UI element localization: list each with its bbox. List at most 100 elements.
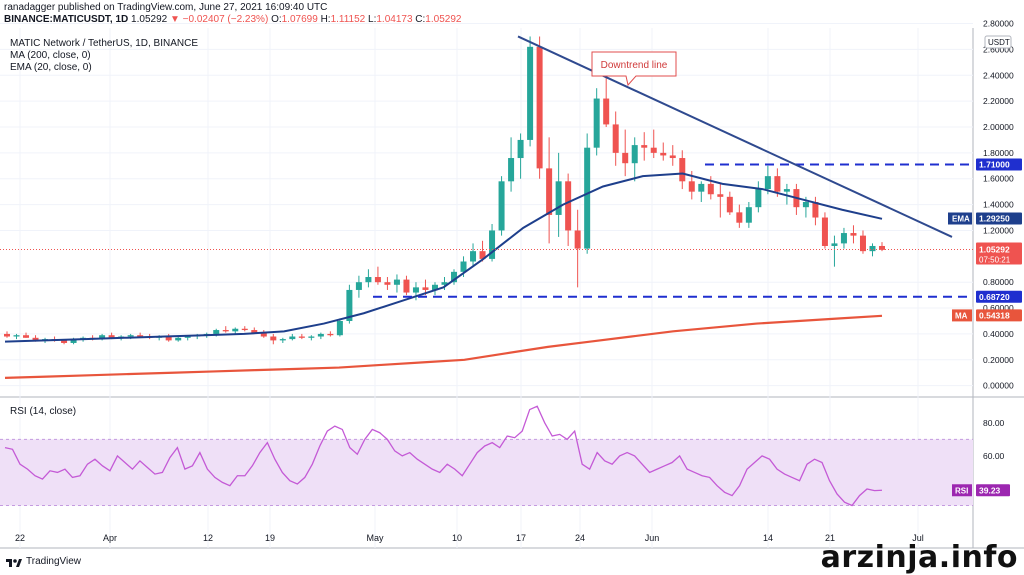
candle bbox=[831, 235, 838, 267]
currency-badge: USDT bbox=[984, 35, 1012, 49]
rsi-legend[interactable]: RSI (14, close) bbox=[10, 406, 76, 418]
candle-body bbox=[546, 168, 553, 215]
candle-body bbox=[393, 279, 400, 285]
candle-body bbox=[650, 147, 657, 153]
candle-body bbox=[61, 340, 68, 343]
candle bbox=[479, 240, 486, 262]
candle bbox=[736, 204, 743, 228]
candle bbox=[679, 150, 686, 190]
chart-legend: MATIC Network / TetherUS, 1D, BINANCE MA… bbox=[10, 38, 198, 74]
candle bbox=[517, 133, 524, 179]
ema-value-tag: 1.29250 bbox=[976, 212, 1022, 225]
rsi-tag-label: RSI bbox=[955, 486, 968, 495]
candle-body bbox=[355, 282, 362, 290]
candle-body bbox=[460, 261, 467, 272]
candle-body bbox=[260, 332, 267, 337]
currency-badge-box bbox=[984, 35, 1012, 49]
candle-body bbox=[165, 336, 172, 341]
candle bbox=[593, 88, 600, 156]
candle-body bbox=[536, 46, 543, 169]
time-tick-label: 10 bbox=[452, 533, 462, 543]
candle-body bbox=[593, 98, 600, 148]
price-tick-label: 2.00000 bbox=[983, 122, 1014, 132]
candle bbox=[660, 142, 667, 161]
candle-body bbox=[327, 333, 334, 336]
candle-body bbox=[717, 194, 724, 197]
candle-body bbox=[631, 145, 638, 164]
candle-body bbox=[508, 158, 515, 182]
callout-text: Downtrend line bbox=[601, 60, 668, 71]
high-value: 1.11152 bbox=[330, 14, 366, 25]
resistance-tag: 1.71000 bbox=[976, 158, 1022, 171]
publisher-text: ranadagger published on TradingView.com,… bbox=[4, 2, 328, 13]
last-price: 1.05292 bbox=[131, 14, 168, 25]
candle bbox=[222, 326, 229, 333]
candle bbox=[840, 227, 847, 249]
candle bbox=[536, 36, 543, 179]
candle-body bbox=[99, 335, 106, 340]
candle-body bbox=[365, 277, 372, 283]
legend-ma[interactable]: MA (200, close, 0) bbox=[10, 50, 91, 61]
candle-body bbox=[764, 176, 771, 190]
time-tick-label: May bbox=[366, 533, 384, 543]
ema-tag: EMA bbox=[948, 212, 972, 225]
resistance-tag-bg bbox=[976, 158, 1022, 171]
candle-body bbox=[346, 289, 353, 321]
candle bbox=[451, 269, 458, 285]
tradingview-logo[interactable]: TradingView bbox=[6, 556, 81, 567]
candle bbox=[355, 275, 362, 298]
candle-body bbox=[175, 337, 182, 341]
candle bbox=[175, 336, 182, 342]
price-tick-label: 1.40000 bbox=[983, 200, 1014, 210]
candle-body bbox=[660, 152, 667, 156]
candle-body bbox=[422, 287, 429, 290]
resistance-tag-text: 1.71000 bbox=[979, 160, 1010, 170]
candle-body bbox=[774, 176, 781, 192]
candle-body bbox=[298, 336, 305, 338]
price-tick-label: 2.60000 bbox=[983, 44, 1014, 54]
time-tick-label: 22 bbox=[15, 533, 25, 543]
ema-tag-label: EMA bbox=[952, 214, 970, 223]
rsi-value-tag-bg bbox=[976, 484, 1010, 497]
rsi-value-tag-text: 39.23 bbox=[979, 485, 1001, 495]
candle-body bbox=[688, 181, 695, 192]
callout-box bbox=[591, 51, 677, 87]
candle-body bbox=[431, 284, 438, 290]
legend-rsi[interactable]: RSI (14, close) bbox=[10, 406, 77, 417]
candle-body bbox=[603, 98, 610, 125]
candle-body bbox=[232, 328, 239, 332]
price-tick-label: 1.20000 bbox=[983, 225, 1014, 235]
candle bbox=[498, 176, 505, 236]
candle bbox=[574, 209, 581, 288]
candle bbox=[669, 145, 676, 166]
ema-20-line bbox=[4, 172, 883, 343]
close-value: 1.05292 bbox=[425, 14, 462, 25]
candle-body bbox=[812, 202, 819, 218]
candle bbox=[374, 266, 381, 285]
candle-body bbox=[745, 207, 752, 223]
candle-body bbox=[783, 189, 790, 192]
time-tick-label: 17 bbox=[516, 533, 526, 543]
candle bbox=[622, 129, 629, 177]
candle-body bbox=[698, 183, 705, 192]
open-value: 1.07699 bbox=[281, 14, 318, 25]
candle-body bbox=[137, 335, 144, 337]
candle bbox=[384, 277, 391, 290]
candle-body bbox=[726, 196, 733, 213]
ohlc-line: BINANCE:MATICUSDT, 1D 1.05292 ▼ −0.02407… bbox=[4, 14, 461, 26]
candle-body bbox=[859, 235, 866, 252]
candle-body bbox=[32, 337, 39, 341]
candle-body bbox=[222, 330, 229, 332]
candle-body bbox=[802, 202, 809, 208]
time-tick-label: 19 bbox=[265, 533, 275, 543]
candle-body bbox=[821, 217, 828, 246]
candle bbox=[812, 196, 819, 226]
legend-ema[interactable]: EMA (20, close, 0) bbox=[10, 62, 92, 73]
candle bbox=[279, 337, 286, 343]
candle bbox=[565, 173, 572, 246]
candle bbox=[431, 282, 438, 296]
candle-body bbox=[755, 189, 762, 208]
candle-body bbox=[384, 282, 391, 285]
legend-title[interactable]: MATIC Network / TetherUS, 1D, BINANCE bbox=[10, 38, 199, 49]
